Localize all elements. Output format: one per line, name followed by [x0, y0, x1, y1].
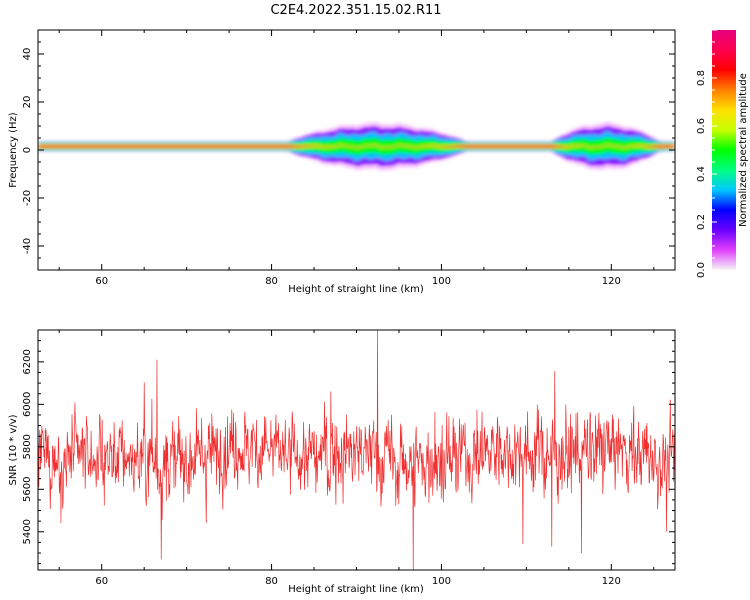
colorbar-tick-label: 0.8 — [696, 70, 707, 86]
y-tick-label: -20 — [22, 190, 33, 206]
colorbar-ticks: 0.0 0.2 0.4 0.6 0.8 — [696, 29, 717, 278]
x-tick-label: 120 — [602, 576, 621, 587]
colorbar-tick-label: 0.2 — [696, 214, 707, 230]
snr-x-axis: 60 80 100 120 — [58, 330, 655, 587]
x-tick-label: 60 — [95, 276, 108, 287]
y-tick-label: -40 — [22, 238, 33, 254]
spectrogram-x-axis: 60 80 100 120 — [58, 30, 655, 287]
colorbar-tick-label: 0.0 — [696, 262, 707, 278]
colorbar-label: Normalized spectral amplitude — [738, 73, 749, 227]
spectrogram-band — [38, 121, 675, 171]
colorbar-tick-label: 0.6 — [696, 118, 707, 134]
x-tick-label: 60 — [95, 576, 108, 587]
x-tick-label: 120 — [602, 276, 621, 287]
spectrogram-plot — [38, 121, 675, 171]
figure-title: C2E4.2022.351.15.02.R11 — [270, 3, 441, 18]
snr-x-label: Height of straight line (km) — [288, 584, 424, 595]
colorbar-bar — [712, 30, 736, 270]
spectrogram-x-label: Height of straight line (km) — [288, 284, 424, 295]
x-tick-label: 80 — [265, 276, 278, 287]
y-tick-label: 40 — [22, 48, 33, 61]
snr-frame — [37, 329, 676, 571]
y-tick-label: 6000 — [22, 392, 33, 417]
snr-series-line — [38, 330, 675, 570]
x-tick-label: 100 — [432, 276, 451, 287]
x-tick-label: 80 — [265, 576, 278, 587]
y-tick-label: 5800 — [22, 434, 33, 459]
y-tick-label: 0 — [22, 147, 33, 153]
snr-plot — [38, 330, 675, 570]
snr-y-axis: 5400 5600 5800 6000 6200 — [22, 329, 675, 565]
spectrogram-level-5 — [38, 144, 675, 149]
spectrogram-y-label: Frequency (Hz) — [8, 112, 19, 188]
colorbar-tick-label: 0.4 — [696, 166, 707, 182]
y-tick-label: 6200 — [22, 349, 33, 374]
colorbar: 0.0 0.2 0.4 0.6 0.8 Normalized spectral ampl… — [696, 29, 749, 278]
x-tick-label: 100 — [432, 576, 451, 587]
y-tick-label: 20 — [22, 96, 33, 109]
y-tick-label: 5600 — [22, 477, 33, 502]
snr-y-label: SNR (10 * v/v) — [8, 414, 19, 485]
spectrogram-level-3 — [38, 136, 675, 156]
snr-panel: 60 80 100 120 5400 5600 5800 6000 6200 Height o… — [8, 329, 676, 595]
spectrogram-panel: 60 80 100 120 -40 -20 0 20 40 Height of straigh… — [8, 29, 676, 295]
y-tick-label: 5400 — [22, 519, 33, 544]
spectrogram-y-axis: -40 -20 0 20 40 — [22, 29, 675, 271]
